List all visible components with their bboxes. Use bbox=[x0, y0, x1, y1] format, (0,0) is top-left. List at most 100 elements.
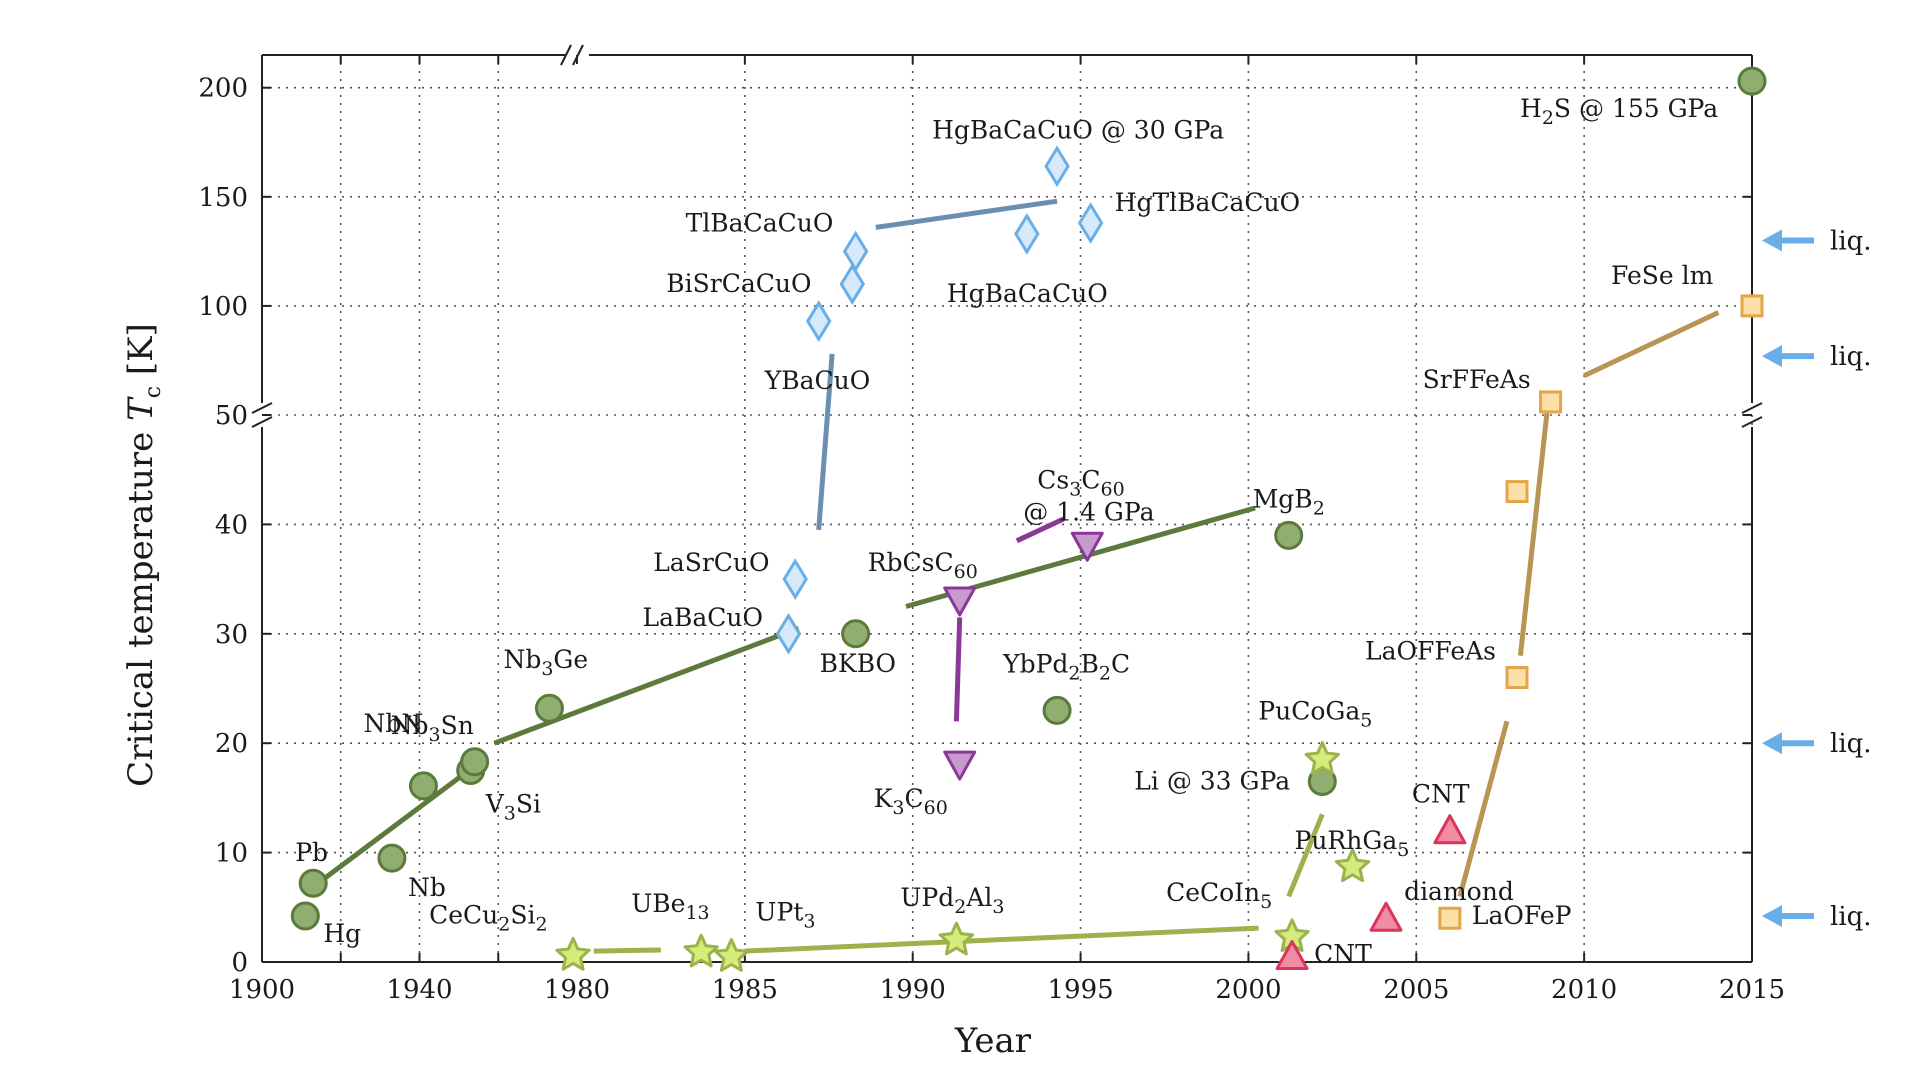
point-label: TlBaCaCuO bbox=[686, 208, 834, 237]
point-label: SrFFeAs bbox=[1423, 365, 1531, 394]
y-tick-label: 150 bbox=[198, 183, 248, 213]
reference-arrow-label: liq. bbox=[1830, 729, 1872, 759]
square-marker bbox=[1505, 480, 1529, 504]
circle-marker bbox=[298, 868, 328, 898]
trend-lines bbox=[313, 198, 1720, 954]
y-tick-label: 10 bbox=[215, 839, 248, 869]
point-label: NbN bbox=[363, 709, 423, 738]
point-label: YBaCuO bbox=[764, 366, 871, 395]
x-tick-label: 1940 bbox=[386, 975, 452, 1005]
circle-marker bbox=[377, 843, 407, 873]
star-marker bbox=[683, 933, 719, 968]
conventional-trend-segment bbox=[313, 768, 471, 888]
point-label: Li @ 33 GPa bbox=[1134, 766, 1290, 795]
square-marker bbox=[1438, 906, 1462, 930]
reference-arrows: liq. liq. liq. liq. bbox=[1762, 226, 1872, 932]
x-tick-label: 1900 bbox=[229, 975, 295, 1005]
x-tick-label: 2010 bbox=[1551, 975, 1617, 1005]
axis-break-mark bbox=[251, 402, 273, 414]
fulleride-trend-segment bbox=[1015, 516, 1065, 544]
reference-arrow-head bbox=[1762, 229, 1782, 252]
diamond-marker bbox=[1077, 202, 1104, 244]
reference-arrow-label: liq. bbox=[1830, 342, 1872, 372]
axis-break-mark bbox=[1741, 416, 1763, 428]
y-axis-title: Critical temperature Tc [K] bbox=[121, 323, 166, 787]
diamond-marker bbox=[842, 230, 869, 273]
x-tick-label: 2015 bbox=[1719, 975, 1785, 1005]
grid-lines bbox=[262, 55, 1753, 962]
point-label: V3Si bbox=[485, 790, 541, 825]
triangle-up-marker bbox=[1369, 901, 1403, 932]
point-label: Hg bbox=[323, 919, 361, 948]
point-label: Nb3Ge bbox=[503, 645, 588, 680]
point-label: PuRhGa5 bbox=[1295, 826, 1410, 861]
point-label: LaOFeP bbox=[1472, 901, 1572, 930]
cuprate-trend-segment bbox=[875, 198, 1058, 230]
reference-arrow-label: liq. bbox=[1830, 902, 1872, 932]
point-label: Cs3C60 bbox=[1037, 465, 1124, 500]
point-label: HgTlBaCaCuO bbox=[1115, 188, 1301, 217]
point-labels: Hg Pb NbN Nb V3Si Nb3Sn Nb3Ge BKBO YbPd2B2C MgB2 L… bbox=[295, 94, 1718, 968]
heavy-fermion-trend-segment bbox=[593, 947, 661, 954]
x-tick-label: 1980 bbox=[544, 975, 610, 1005]
reference-arrow-head bbox=[1762, 732, 1782, 755]
point-label: Nb3Sn bbox=[391, 711, 474, 746]
circle-marker bbox=[408, 771, 438, 801]
circle-marker bbox=[1042, 695, 1072, 725]
point-label: BiSrCaCuO bbox=[666, 269, 811, 298]
circle-marker bbox=[1737, 66, 1767, 96]
y-tick-label: 0 bbox=[231, 948, 248, 978]
circle-marker bbox=[1274, 520, 1304, 550]
y-tick-label: 200 bbox=[198, 74, 248, 104]
data-markers bbox=[290, 66, 1767, 972]
point-label: FeSe lm bbox=[1611, 261, 1714, 290]
square-marker bbox=[1740, 294, 1764, 318]
point-label: H2S @ 155 GPa bbox=[1520, 94, 1718, 129]
iron-trend-segment bbox=[1517, 410, 1550, 656]
star-marker bbox=[713, 938, 750, 972]
point-label: CNT bbox=[1412, 780, 1470, 809]
iron-trend-segment bbox=[1583, 310, 1720, 378]
y-tick-label: 40 bbox=[215, 510, 248, 540]
circle-marker bbox=[460, 747, 490, 777]
point-label: CeCu2Si2 bbox=[429, 900, 547, 935]
iron-trend-segment bbox=[1457, 720, 1510, 898]
axis-break-mark bbox=[251, 416, 273, 428]
point-label: diamond bbox=[1404, 877, 1514, 906]
circle-marker bbox=[841, 619, 871, 649]
point-label: Nb bbox=[408, 873, 446, 902]
y-tick-label: 100 bbox=[198, 292, 248, 322]
triangle-up-marker bbox=[1275, 940, 1309, 971]
y-tick-label: 50 bbox=[215, 401, 248, 431]
y-tick-label: 20 bbox=[215, 729, 248, 759]
diamond-marker bbox=[1044, 145, 1070, 188]
cuprate-trend-segment bbox=[816, 353, 835, 531]
triangle-down-marker bbox=[1070, 531, 1104, 562]
fulleride-trend-segment bbox=[953, 617, 963, 722]
diamond-marker bbox=[775, 612, 802, 655]
point-label: UPd2Al3 bbox=[900, 883, 1004, 918]
point-label: MgB2 bbox=[1253, 484, 1325, 519]
point-label: UPt3 bbox=[755, 898, 815, 933]
plot-frame bbox=[251, 44, 1763, 963]
x-tick-label: 2000 bbox=[1215, 975, 1281, 1005]
circle-marker bbox=[290, 901, 320, 931]
point-label: LaBaCuO bbox=[643, 603, 764, 632]
axis-break-mark bbox=[1741, 402, 1763, 414]
point-label: LaOFFeAs bbox=[1365, 637, 1496, 666]
point-label: PuCoGa5 bbox=[1258, 697, 1372, 732]
point-label: CeCoIn5 bbox=[1166, 878, 1272, 913]
point-label-line2: @ 1.4 GPa bbox=[1023, 497, 1154, 526]
star-marker bbox=[1304, 741, 1340, 775]
x-tick-label: 1985 bbox=[712, 975, 778, 1005]
diamond-marker bbox=[805, 300, 832, 343]
point-label: K3C60 bbox=[874, 784, 948, 819]
point-label: CNT bbox=[1314, 940, 1372, 969]
heavy-fermion-trend-segment bbox=[744, 925, 1259, 954]
point-label: LaSrCuO bbox=[653, 548, 769, 577]
x-tick-label: 1995 bbox=[1047, 975, 1113, 1005]
point-label: HgBaCaCuO bbox=[947, 279, 1108, 308]
x-tick-label: 1990 bbox=[880, 975, 946, 1005]
point-label: RbCsC60 bbox=[868, 548, 978, 583]
